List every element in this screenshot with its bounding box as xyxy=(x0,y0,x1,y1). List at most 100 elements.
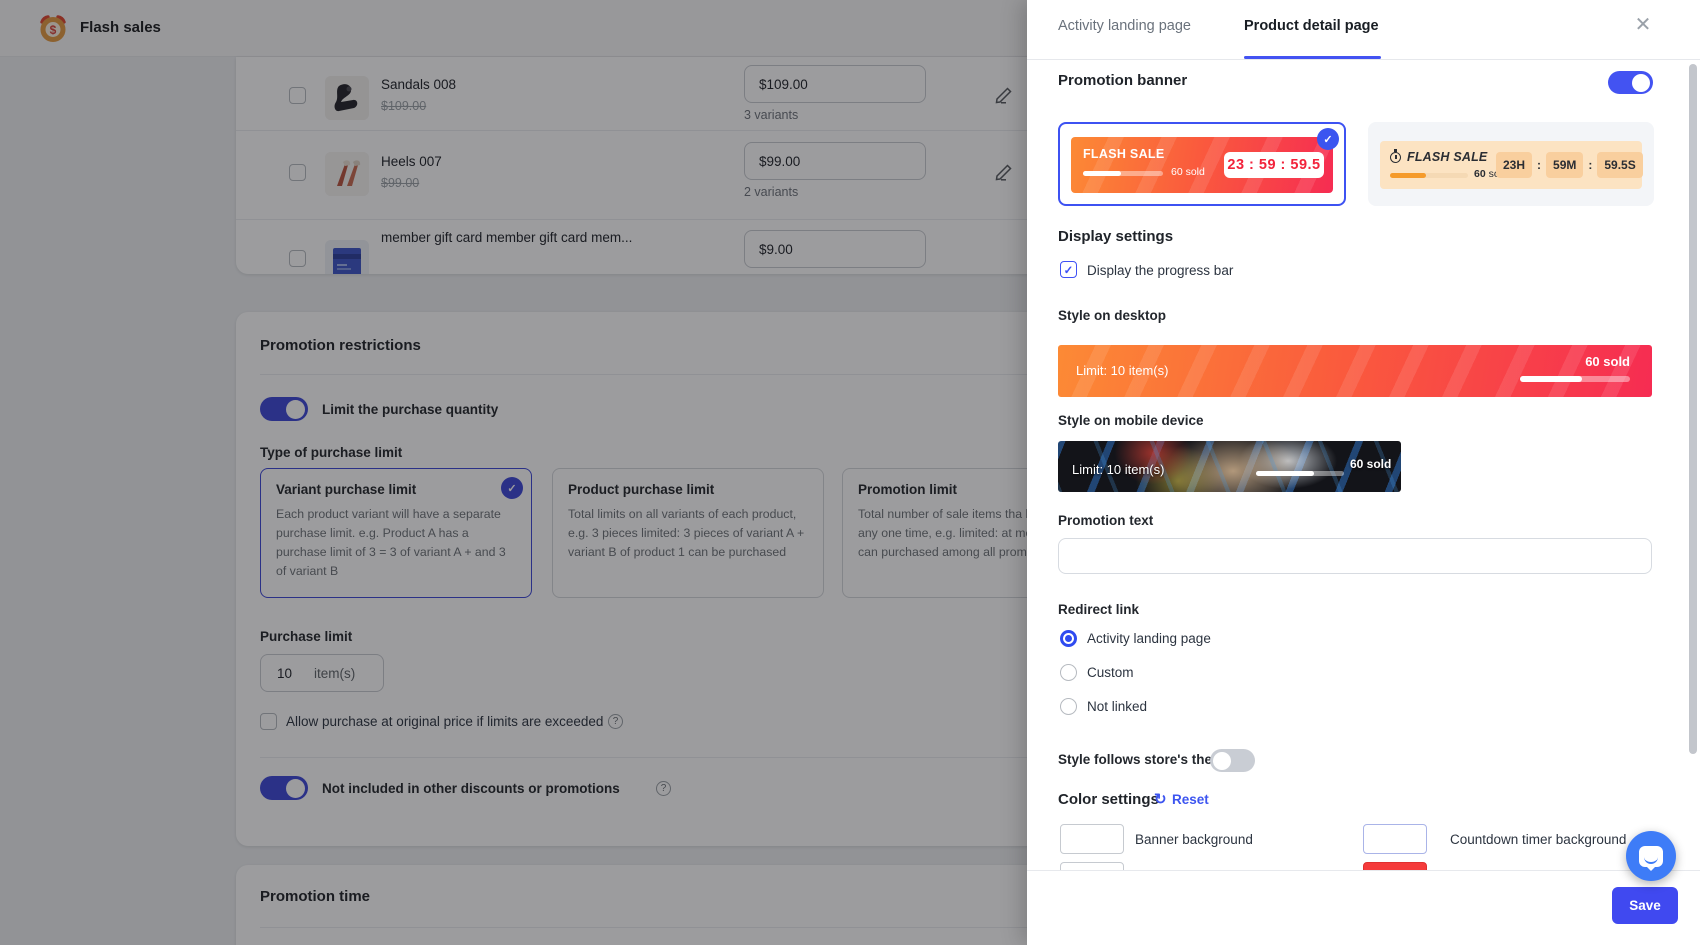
product-name: member gift card member gift card mem... xyxy=(381,230,633,245)
promotion-banner-toggle[interactable] xyxy=(1608,71,1653,94)
purchase-limit-input[interactable]: 10 item(s) xyxy=(260,654,384,692)
redirect-link-label: Redirect link xyxy=(1058,602,1140,617)
allow-original-price-checkbox[interactable] xyxy=(260,713,277,730)
purchase-limit-type-label: Type of purchase limit xyxy=(260,445,403,460)
progress-fill xyxy=(1520,376,1582,382)
minutes-chip: 59M xyxy=(1546,152,1584,178)
display-settings-title: Display settings xyxy=(1058,228,1174,245)
not-included-toggle[interactable] xyxy=(260,776,308,800)
save-button[interactable]: Save xyxy=(1612,887,1678,924)
tab-divider xyxy=(1027,59,1700,60)
promotion-text-label: Promotion text xyxy=(1058,513,1154,528)
theme-follow-label: Style follows store's theme xyxy=(1058,752,1232,767)
display-progress-checkbox[interactable]: ✓ xyxy=(1060,261,1077,278)
countdown-background-label: Countdown timer background xyxy=(1450,832,1627,847)
sale-price-input[interactable] xyxy=(744,142,926,180)
not-included-label: Not included in other discounts or promo… xyxy=(322,781,620,796)
banner-style-option-1[interactable]: FLASH SALE 60 sold 23 : 59 : 59.5 ✓ xyxy=(1058,122,1346,206)
product-original-price: $109.00 xyxy=(381,99,427,113)
radio-not-linked[interactable] xyxy=(1060,698,1077,715)
radio-custom[interactable] xyxy=(1060,664,1077,681)
product-checkbox[interactable] xyxy=(289,250,306,267)
banner-preview-peach: FLASH SALE 60 sold 23H : 59M : 59.5S xyxy=(1380,141,1643,189)
limit-type-description: Total limits on all variants of each pro… xyxy=(568,507,805,560)
drawer-footer: Save xyxy=(1027,870,1700,945)
limit-quantity-label: Limit the purchase quantity xyxy=(322,402,499,417)
help-icon[interactable]: ? xyxy=(656,781,671,796)
sold-number: 60 xyxy=(1474,168,1486,180)
sale-price-input[interactable] xyxy=(744,230,926,268)
purchase-limit-label: Purchase limit xyxy=(260,629,353,644)
sold-count: 60 sold xyxy=(1171,166,1205,178)
sold-count: 60 sold xyxy=(1350,457,1392,471)
mobile-banner-preview: Limit: 10 item(s) 60 sold xyxy=(1058,441,1401,492)
chip-separator: : xyxy=(1588,158,1593,172)
product-checkbox[interactable] xyxy=(289,164,306,181)
active-tab-underline xyxy=(1244,56,1381,59)
progress-track xyxy=(1390,173,1468,178)
color-settings-title: Color settings xyxy=(1058,791,1159,808)
tab-product-detail-page[interactable]: Product detail page xyxy=(1244,18,1379,34)
section-title: Promotion time xyxy=(260,888,371,905)
radio-label: Activity landing page xyxy=(1087,631,1211,646)
drawer-scrollbar[interactable] xyxy=(1689,64,1697,754)
selected-check-badge: ✓ xyxy=(1317,128,1339,150)
limit-type-description: Each product variant will have a separat… xyxy=(276,507,506,579)
product-thumbnail xyxy=(325,76,369,120)
divider xyxy=(260,927,1646,928)
countdown-background-swatch[interactable] xyxy=(1363,824,1427,854)
svg-text:$: $ xyxy=(50,23,57,37)
sold-count: 60 sold xyxy=(1585,354,1630,369)
promotion-banner-title: Promotion banner xyxy=(1058,72,1188,89)
desktop-banner-preview: Limit: 10 item(s) 60 sold xyxy=(1058,345,1652,397)
row-divider xyxy=(236,130,1670,131)
limit-type-product[interactable]: Product purchase limit Total limits on a… xyxy=(552,468,824,598)
product-thumbnail xyxy=(325,240,369,274)
chat-widget-button[interactable] xyxy=(1626,831,1676,881)
product-original-price: $99.00 xyxy=(381,176,420,190)
reset-button[interactable]: Reset xyxy=(1172,792,1209,807)
row-divider xyxy=(236,219,1670,220)
progress-fill xyxy=(1083,171,1121,176)
sale-price-input[interactable] xyxy=(744,65,926,103)
promotion-text-input[interactable] xyxy=(1058,538,1652,574)
stopwatch-icon xyxy=(1390,149,1401,163)
style-mobile-label: Style on mobile device xyxy=(1058,413,1204,428)
reset-icon[interactable]: ↻ xyxy=(1154,791,1167,808)
limit-quantity-toggle[interactable] xyxy=(260,397,308,421)
banner-style-option-2[interactable]: FLASH SALE 60 sold 23H : 59M : 59.5S xyxy=(1368,122,1654,206)
purchase-limit-value: 10 xyxy=(277,665,293,681)
banner-title: FLASH SALE xyxy=(1083,147,1165,161)
limit-type-title: Variant purchase limit xyxy=(276,482,417,497)
flash-sales-logo-icon: $ xyxy=(40,15,66,42)
banner-title: FLASH SALE xyxy=(1407,150,1488,164)
product-name: Sandals 008 xyxy=(381,77,457,92)
settings-drawer: Activity landing page Product detail pag… xyxy=(1027,0,1700,945)
banner-background-label: Banner background xyxy=(1135,832,1253,847)
radio-label: Not linked xyxy=(1087,699,1148,714)
product-checkbox[interactable] xyxy=(289,87,306,104)
radio-activity-landing-page[interactable] xyxy=(1060,630,1077,647)
limit-type-variant[interactable]: Variant purchase limit Each product vari… xyxy=(260,468,532,598)
edit-price-icon[interactable] xyxy=(993,84,1015,106)
product-thumbnail xyxy=(325,152,369,196)
theme-follow-toggle[interactable] xyxy=(1210,749,1255,772)
hours-chip: 23H xyxy=(1496,152,1533,178)
limit-type-title: Promotion limit xyxy=(858,482,957,497)
modal-backdrop[interactable] xyxy=(0,0,1027,945)
limit-text: Limit: 10 item(s) xyxy=(1072,462,1165,477)
tab-activity-landing-page[interactable]: Activity landing page xyxy=(1058,18,1191,34)
banner-background-swatch[interactable] xyxy=(1060,824,1124,854)
chat-icon xyxy=(1639,845,1663,871)
help-icon[interactable]: ? xyxy=(608,714,623,729)
edit-price-icon[interactable] xyxy=(993,161,1015,183)
banner-preview-gradient: FLASH SALE 60 sold 23 : 59 : 59.5 xyxy=(1071,137,1333,193)
chip-separator: : xyxy=(1537,158,1542,172)
page-title: Flash sales xyxy=(80,19,161,36)
progress-fill xyxy=(1256,471,1314,476)
style-desktop-label: Style on desktop xyxy=(1058,308,1167,323)
close-icon[interactable]: ✕ xyxy=(1634,13,1652,36)
product-name: Heels 007 xyxy=(381,154,442,169)
section-title: Promotion restrictions xyxy=(260,337,421,354)
